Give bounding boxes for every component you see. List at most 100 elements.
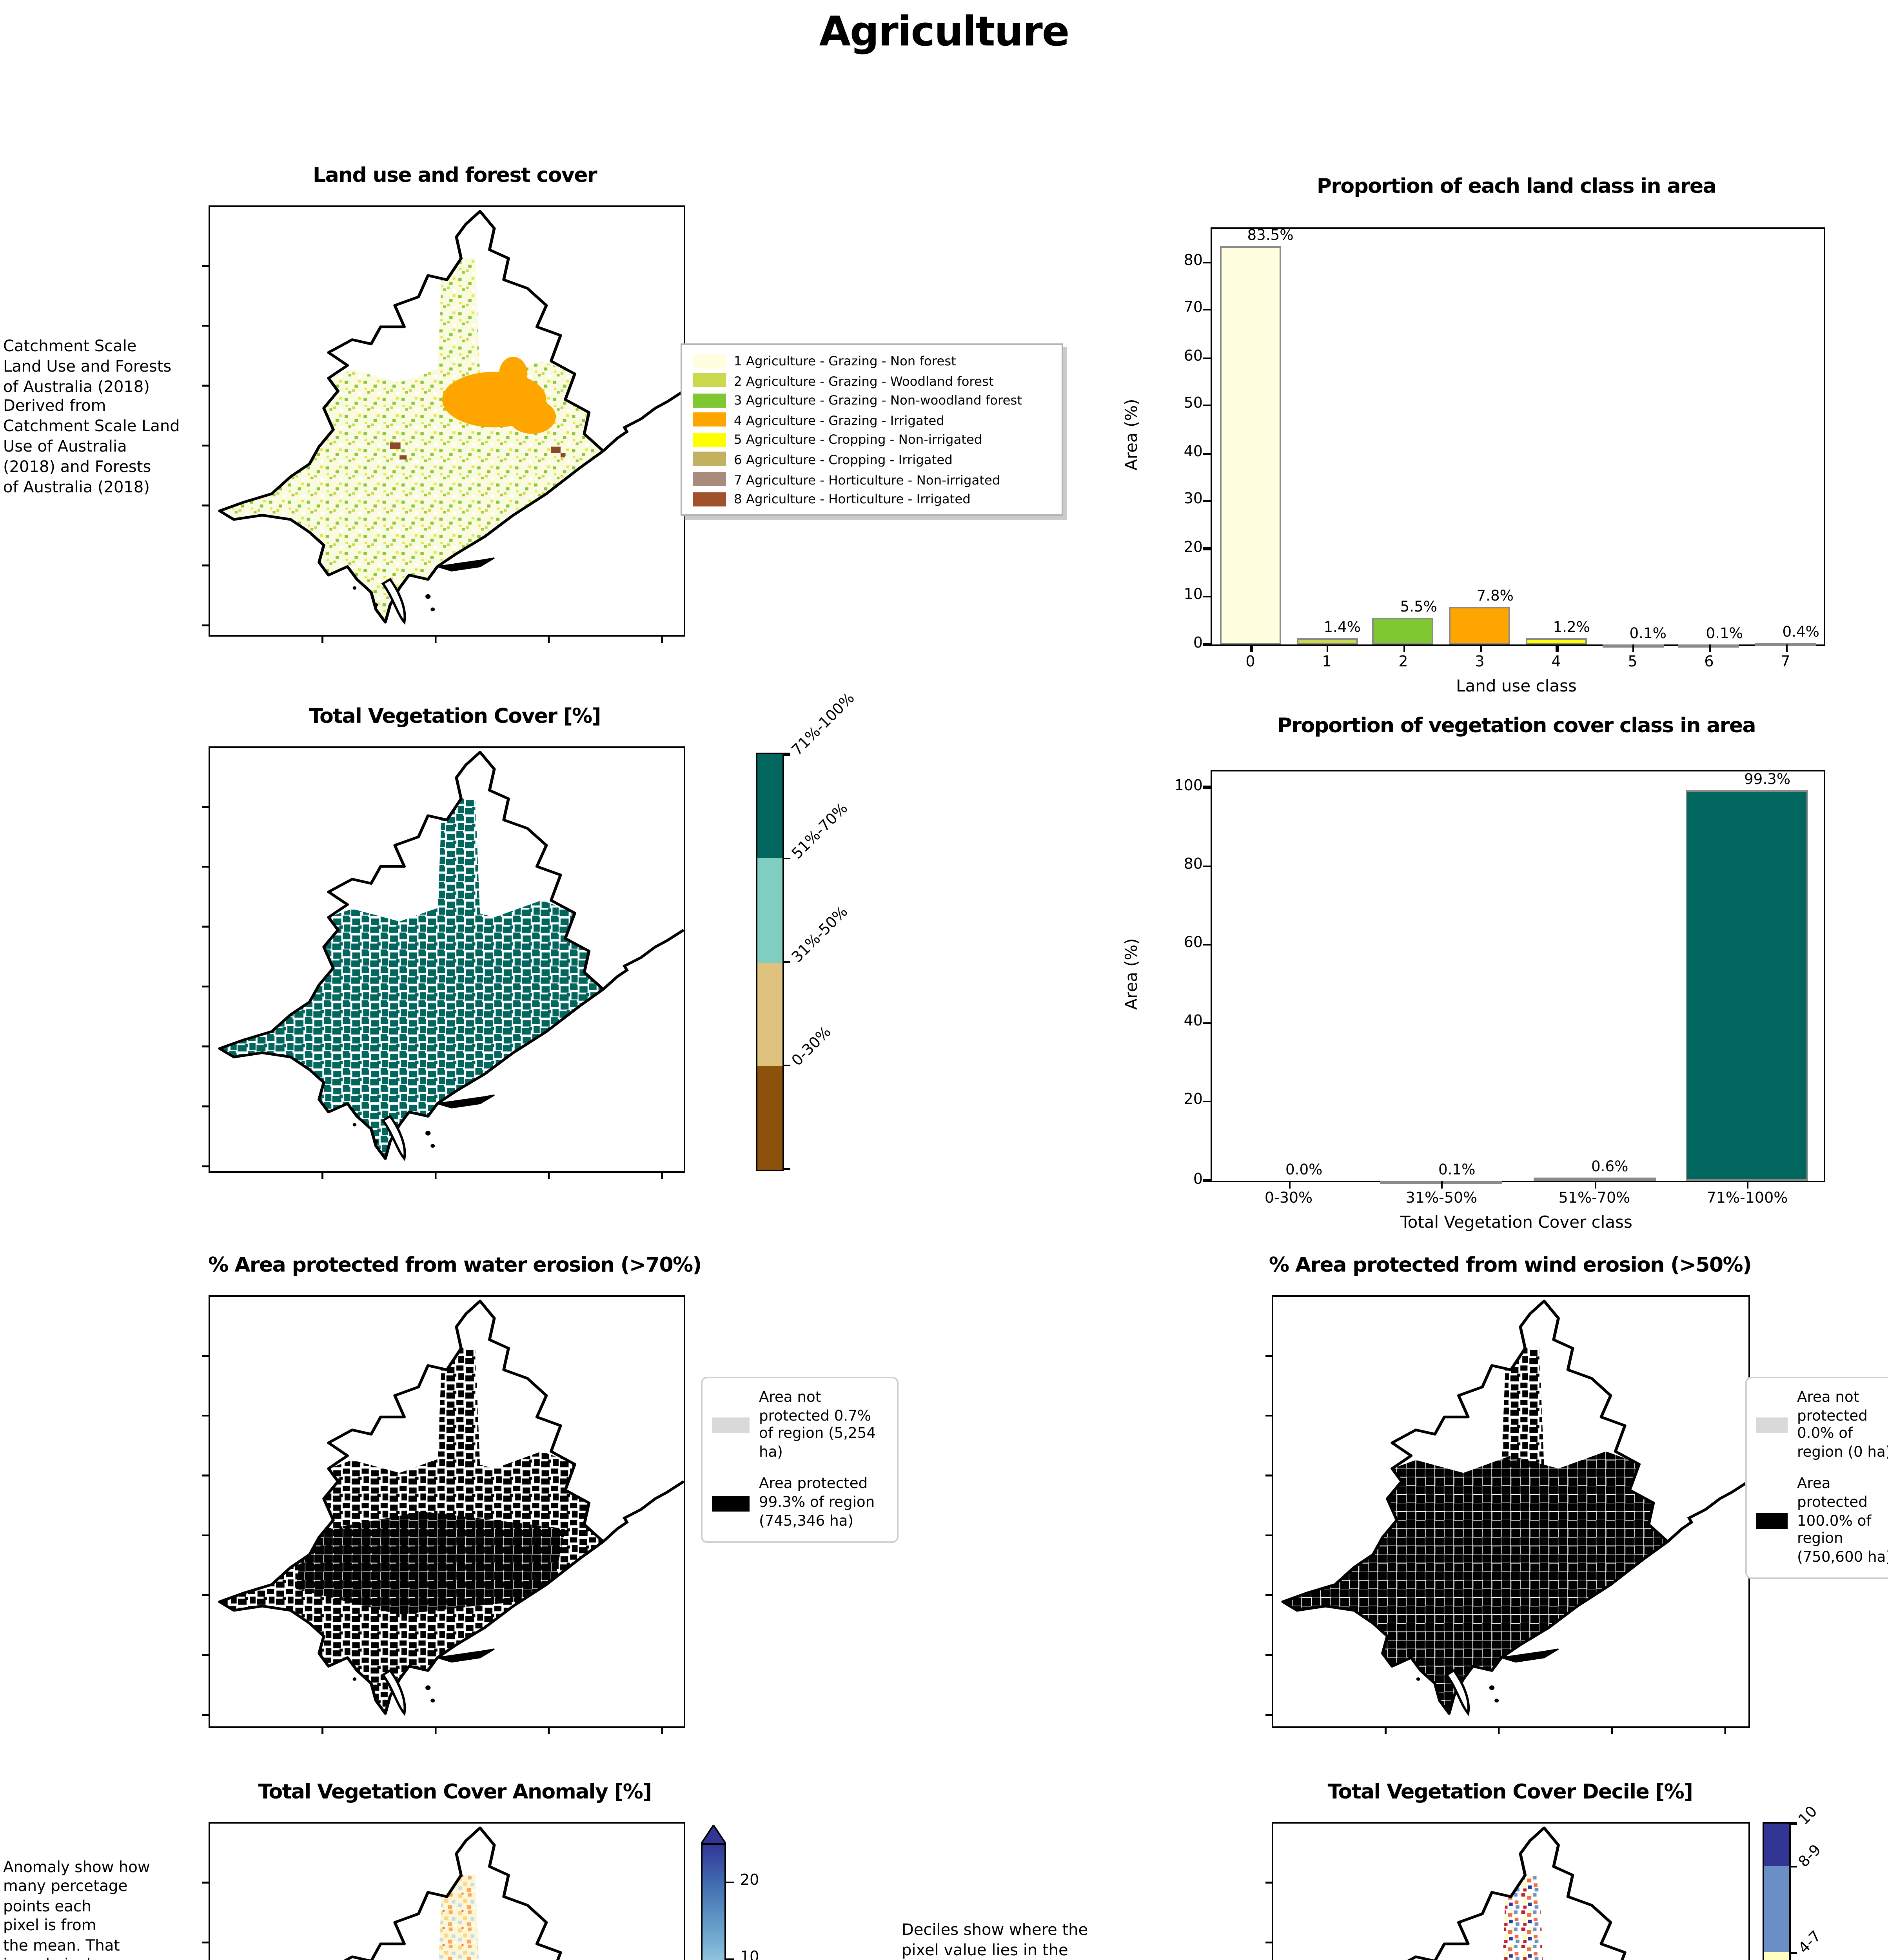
map-water-erosion-title: % Area protected from water erosion (>70…: [208, 1254, 702, 1278]
colorbar-segment: [757, 1066, 782, 1170]
legend-swatch: [693, 452, 726, 466]
colorbar-segment: [1764, 1866, 1789, 1953]
anomaly-colorbar: 20100−10−20: [701, 1825, 795, 1960]
bar-value-label: 1.2%: [1553, 620, 1590, 637]
bar-value-label: 0.4%: [1782, 624, 1820, 641]
landuse-source-caption: Catchment Scale Land Use and Forests of …: [3, 339, 180, 497]
x-tick-label: 71%-100%: [1706, 1190, 1788, 1207]
y-tick: [1203, 309, 1212, 311]
legend-swatch: [693, 413, 726, 427]
legend-swatch: [693, 393, 726, 407]
map-landuse: [202, 205, 685, 643]
y-tick: [1203, 1022, 1212, 1024]
x-tick: [1747, 1181, 1749, 1189]
anomaly-tick-label: 20: [740, 1872, 759, 1890]
map-anomaly-canvas: [210, 1824, 684, 1960]
y-tick: [1203, 405, 1212, 407]
anomaly-tick: [726, 1882, 734, 1884]
legend-item: 1 Agriculture - Grazing - Non forest: [693, 353, 1051, 368]
colorbar-tick: [782, 1065, 790, 1067]
erosion-legend-item: Area protected 100.0% of region (750,600…: [1756, 1476, 1888, 1567]
x-tick-label: 1: [1322, 654, 1332, 671]
legend-label: 4 Agriculture - Grazing - Irrigated: [734, 412, 944, 428]
x-tick-label: 4: [1551, 654, 1561, 671]
map-decile-title: Total Vegetation Cover Decile [%]: [1327, 1781, 1693, 1805]
legend-item: 8 Agriculture - Horticulture - Irrigated: [693, 491, 1051, 507]
y-tick: [1203, 786, 1212, 788]
chart1-ylabel: Area (%): [1123, 399, 1142, 471]
bar-value-label: 99.3%: [1744, 771, 1791, 789]
legend-label: 8 Agriculture - Horticulture - Irrigated: [734, 491, 971, 507]
map-vegcover-title: Total Vegetation Cover [%]: [309, 706, 601, 729]
chart1-plot: 0 10 20 30 40 50 60 70 80 83.5% 0 1.4% 1 5.5% 2 7.8% 3 1.…: [1184, 227, 1825, 671]
legend-item: 4 Agriculture - Grazing - Irrigated: [693, 412, 1051, 428]
bar-value-label: 83.5%: [1247, 227, 1294, 244]
erosion-legend-label: Area not protected 0.7% of region (5,254…: [759, 1389, 876, 1461]
bar-value-label: 0.0%: [1285, 1162, 1323, 1179]
bar: [1296, 637, 1358, 644]
y-tick-label: 100: [1174, 777, 1203, 795]
map-vegcover-canvas: [210, 748, 684, 1171]
y-tick-label: 40: [1184, 1013, 1203, 1031]
y-tick-label: 10: [1184, 586, 1203, 604]
x-tick-label: 51%-70%: [1558, 1190, 1630, 1207]
y-tick: [1203, 500, 1212, 502]
legend-label: 1 Agriculture - Grazing - Non forest: [734, 353, 956, 368]
map-axis-ticks: [202, 1824, 210, 1960]
anomaly-caption: Anomaly show how many percetage points e…: [3, 1860, 150, 1960]
erosion-legend-label: Area protected 100.0% of region (750,600…: [1797, 1476, 1888, 1566]
bar: [1525, 639, 1587, 644]
bar-value-label: 0.1%: [1629, 625, 1667, 642]
map-axis-ticks: [210, 1171, 684, 1179]
vegcover-colorbar: 71%-100% 51%-70% 31%-50% 0-30%: [756, 689, 859, 1171]
colorbar-tick: [1789, 1866, 1797, 1867]
x-tick-label: 2: [1398, 654, 1408, 671]
bar-value-label: 0.6%: [1591, 1159, 1628, 1177]
legend-swatch: [693, 354, 726, 368]
map-water-erosion-canvas: [210, 1297, 684, 1726]
x-tick-label: 6: [1704, 654, 1714, 671]
y-tick: [1203, 357, 1212, 359]
legend-item: 7 Agriculture - Horticulture - Non-irrig…: [693, 471, 1051, 487]
water-erosion-legend: Area not protected 0.7% of region (5,254…: [701, 1377, 899, 1544]
chart2-ylabel: Area (%): [1123, 938, 1142, 1011]
x-tick: [1327, 644, 1329, 652]
bar-value-label: 1.4%: [1323, 619, 1361, 636]
y-tick-label: 50: [1184, 395, 1203, 413]
x-tick: [1594, 1181, 1596, 1189]
x-tick-label: 7: [1781, 654, 1790, 671]
y-tick-label: 60: [1184, 347, 1203, 365]
erosion-legend-swatch: [712, 1417, 750, 1434]
erosion-legend-item: Area protected 99.3% of region (745,346 …: [712, 1476, 888, 1531]
chart1-title: Proportion of each land class in area: [1316, 176, 1717, 199]
colorbar-label: 10: [1795, 1802, 1821, 1828]
x-tick: [1556, 644, 1558, 652]
y-tick-label: 60: [1184, 934, 1203, 952]
map-decile: [1265, 1822, 1750, 1960]
y-tick: [1203, 865, 1212, 867]
y-tick: [1203, 595, 1212, 598]
colorbar-segment: [757, 962, 782, 1066]
y-tick-label: 80: [1184, 252, 1203, 270]
erosion-legend-swatch: [1756, 1514, 1788, 1530]
legend-item: 2 Agriculture - Grazing - Woodland fores…: [693, 372, 1051, 388]
y-tick: [1203, 1101, 1212, 1103]
chart2-xlabel: Total Vegetation Cover class: [1400, 1214, 1632, 1232]
colorbar-label: 8-9: [1795, 1842, 1825, 1871]
y-tick-label: 40: [1184, 443, 1203, 461]
map-axis-ticks: [210, 635, 684, 643]
y-tick-label: 0: [1193, 1171, 1203, 1188]
erosion-legend-swatch: [1756, 1417, 1788, 1434]
map-axis-ticks: [202, 207, 210, 635]
erosion-legend-label: Area not protected 0.0% of region (0 ha): [1797, 1389, 1888, 1461]
colorbar-tick: [782, 857, 790, 859]
x-tick-label: 5: [1628, 654, 1637, 671]
bar: [1220, 245, 1281, 644]
legend-item: 3 Agriculture - Grazing - Non-woodland f…: [693, 392, 1051, 408]
map-axis-ticks: [1265, 1297, 1273, 1726]
x-tick: [1250, 644, 1253, 652]
map-wind-erosion-title: % Area protected from wind erosion (>50%…: [1269, 1254, 1752, 1278]
y-tick: [1203, 548, 1212, 550]
x-tick-label: 0: [1245, 654, 1255, 671]
